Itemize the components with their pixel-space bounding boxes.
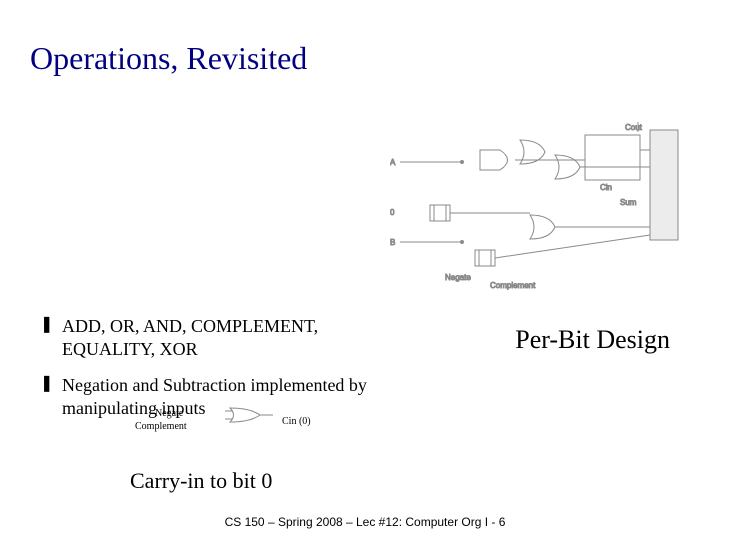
- overlay-negate-text: Negate: [155, 408, 183, 419]
- overlay-or-gate: [225, 406, 275, 424]
- diag-label-zero: 0: [390, 208, 395, 217]
- per-bit-design-label: Per-Bit Design: [515, 325, 670, 355]
- slide: Operations, Revisited A B 0 Cout Cin: [0, 0, 730, 547]
- bullet-list: ❚ ADD, OR, AND, COMPLEMENT, EQUALITY, XO…: [40, 315, 390, 433]
- bullet-item: ❚ ADD, OR, AND, COMPLEMENT, EQUALITY, XO…: [40, 315, 390, 360]
- circuit-svg: A B 0 Cout Cin Sum Negate Complement: [390, 120, 690, 290]
- diag-label-b: B: [390, 238, 395, 247]
- overlay-cin-text: Cin (0): [282, 416, 311, 427]
- carry-in-label: Carry-in to bit 0: [130, 468, 272, 494]
- bullet-marker: ❚: [40, 315, 62, 360]
- circuit-diagram: A B 0 Cout Cin Sum Negate Complement: [390, 120, 690, 290]
- diag-label-negate: Negate: [445, 273, 471, 282]
- diag-label-complement: Complement: [490, 281, 536, 290]
- bullet-marker: ❚: [40, 374, 62, 419]
- bullet-item: ❚ Negation and Subtraction implemented b…: [40, 374, 390, 419]
- diag-label-cout: Cout: [625, 123, 643, 132]
- diag-label-a: A: [390, 158, 396, 167]
- diag-label-cin: Cin: [600, 183, 612, 192]
- slide-title: Operations, Revisited: [30, 40, 307, 77]
- slide-footer: CS 150 – Spring 2008 – Lec #12: Computer…: [0, 515, 730, 529]
- overlay-complement-text: Complement: [135, 421, 187, 432]
- bullet-text: ADD, OR, AND, COMPLEMENT, EQUALITY, XOR: [62, 315, 390, 360]
- diag-label-sum: Sum: [620, 198, 637, 207]
